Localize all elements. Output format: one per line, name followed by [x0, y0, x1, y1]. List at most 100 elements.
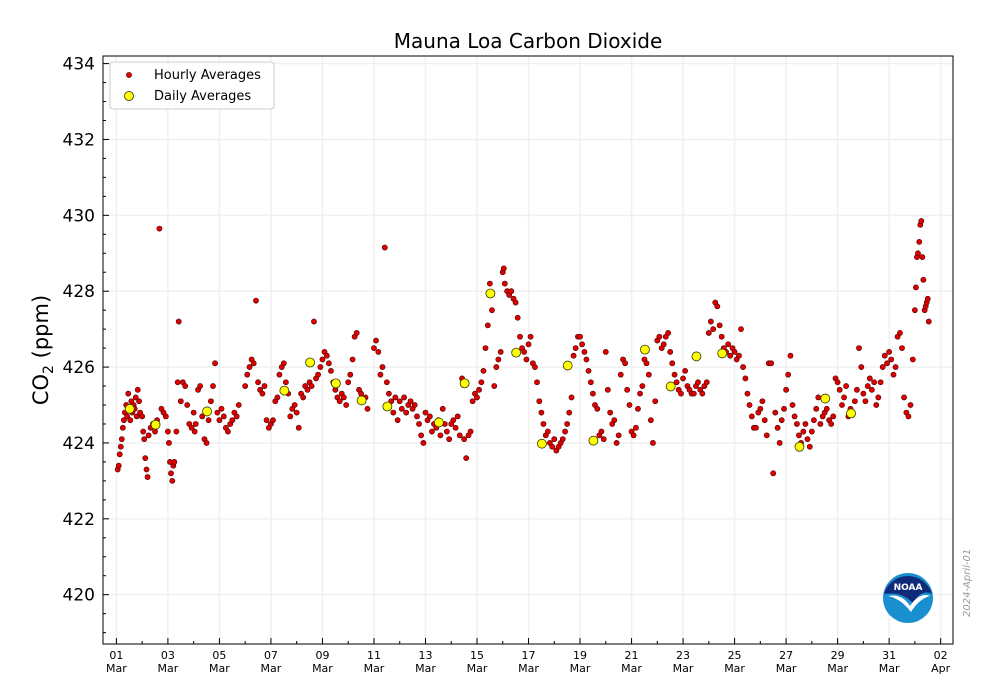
x-tick-label-day: 05 [212, 649, 226, 662]
hourly-point [235, 402, 242, 408]
hourly-point [540, 421, 547, 427]
hourly-point [401, 394, 408, 401]
x-tick-label-day: 03 [161, 649, 175, 662]
x-tick-label-month: Mar [673, 662, 694, 675]
hourly-point [426, 413, 433, 420]
hourly-point [491, 383, 498, 389]
hourly-point [549, 443, 556, 450]
hourly-point [794, 421, 800, 427]
hourly-point [375, 348, 382, 355]
hourly-point [897, 330, 903, 336]
hourly-point [652, 398, 659, 405]
hourly-point [259, 390, 266, 397]
hourly-point [175, 318, 182, 325]
hourly-point [673, 379, 680, 386]
hourly-point [907, 402, 914, 408]
hourly-point [753, 424, 759, 431]
hourly-point [486, 280, 493, 287]
hourly-point [532, 364, 538, 370]
y-axis: 434 432 430 428 426 424 422 420 [63, 55, 109, 634]
hourly-point [746, 402, 753, 408]
hourly-point [868, 386, 875, 393]
hourly-point [165, 428, 171, 435]
hourly-point [141, 436, 148, 443]
hourly-point [699, 390, 706, 397]
hourly-point [508, 288, 515, 295]
hourly-point [132, 394, 139, 401]
hourly-point [117, 443, 124, 450]
daily-point [150, 419, 161, 430]
hourly-point [562, 428, 568, 435]
date-stamp: 2024-April-01 [962, 549, 973, 617]
hourly-point [873, 402, 880, 408]
hourly-point [525, 341, 532, 348]
hourly-point [446, 436, 453, 443]
hourly-point [454, 413, 461, 420]
daily-point [665, 381, 676, 392]
hourly-point [270, 417, 276, 424]
hourly-point [244, 371, 251, 378]
hourly-point [512, 299, 519, 306]
hourly-point [134, 386, 141, 393]
hourly-point [394, 417, 401, 424]
hourly-point [650, 440, 656, 446]
hourly-point [386, 390, 392, 397]
hourly-point [407, 398, 414, 405]
hourly-point [347, 371, 354, 378]
hourly-point [682, 367, 689, 374]
hourly-point [884, 360, 890, 367]
hourly-point [718, 333, 725, 340]
hourly-point [456, 432, 463, 439]
hourly-point [214, 409, 221, 416]
daily-point [691, 351, 702, 362]
hourly-point [581, 348, 588, 355]
y-tick-label: 422 [63, 510, 95, 530]
daily-point [717, 348, 728, 359]
y-tick-label: 420 [63, 586, 95, 606]
hourly-point [392, 394, 399, 401]
hourly-point [323, 352, 330, 359]
daily-point [562, 360, 573, 371]
hourly-point [191, 428, 198, 435]
daily-point [511, 347, 522, 358]
hourly-point [823, 405, 830, 412]
hourly-point [125, 390, 132, 397]
hourly-point [915, 250, 921, 257]
hourly-point [635, 405, 641, 412]
hourly-point [796, 432, 802, 439]
hourly-point [851, 398, 858, 405]
hourly-point [707, 318, 714, 325]
y-tick-label: 424 [63, 434, 95, 454]
hourly-point [871, 379, 878, 386]
hourly-point [416, 421, 422, 427]
hourly-point [544, 428, 551, 435]
hourly-point [564, 421, 571, 427]
hourly-point [255, 379, 261, 386]
hourly-point [162, 413, 169, 420]
hourly-point [890, 371, 897, 378]
hourly-point [585, 367, 592, 374]
hourly-point [429, 428, 435, 435]
x-tick-label-day: 15 [470, 649, 484, 662]
hourly-point [813, 405, 820, 412]
hourly-point [615, 432, 622, 439]
hourly-point [233, 413, 240, 420]
x-tick-label-day: 19 [573, 649, 587, 662]
daily-point [537, 438, 547, 449]
noaa-logo: NOAA [883, 573, 933, 623]
hourly-point [716, 322, 723, 329]
hourly-point [212, 360, 218, 367]
hourly-point [736, 352, 742, 359]
hourly-point [476, 386, 482, 393]
hourly-point [383, 379, 390, 386]
hourly-point [371, 345, 377, 352]
y-axis-label: CO2 (ppm) [29, 295, 57, 405]
hourly-point [127, 417, 134, 424]
x-tick-label-month: Mar [415, 662, 436, 675]
y-tick-label: 426 [63, 358, 95, 378]
hourly-point [667, 348, 674, 355]
daily-point [485, 288, 496, 299]
hourly-point [559, 436, 566, 443]
x-tick-label-month: Mar [467, 662, 488, 675]
x-tick-label-month: Mar [261, 662, 282, 675]
